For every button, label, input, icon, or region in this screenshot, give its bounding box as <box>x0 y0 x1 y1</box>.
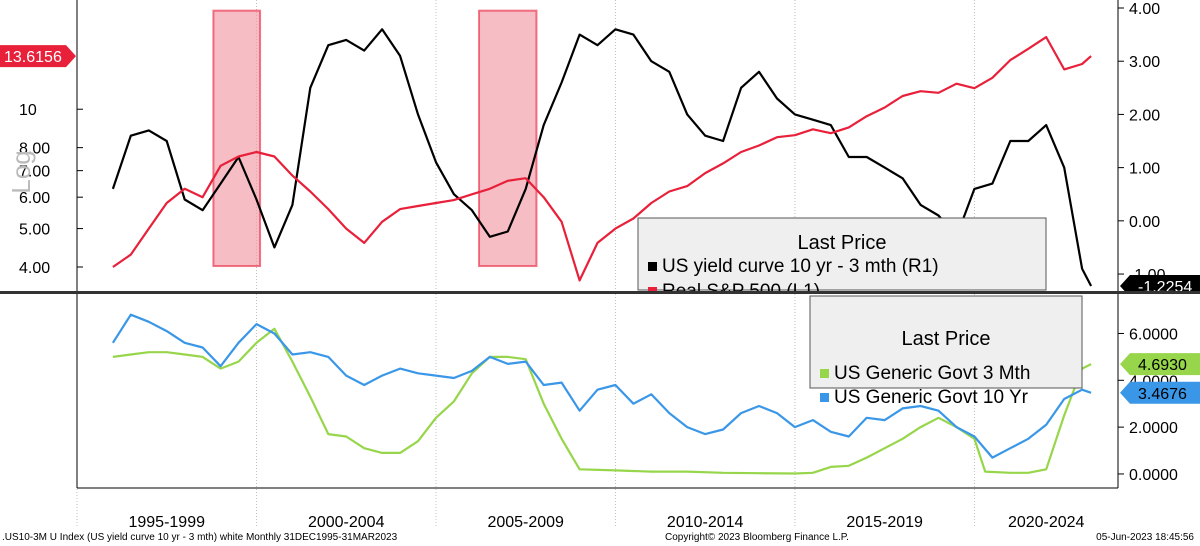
last-value-tag-text: 4.6930 <box>1138 357 1187 374</box>
upper-legend-label: US yield curve 10 yr - 3 mth (R1) <box>662 256 939 277</box>
right-axis-tick-label: 2.00 <box>1129 107 1160 124</box>
x-tick-label: 2020-2024 <box>1008 514 1085 528</box>
last-value-tag-text: 3.4676 <box>1138 386 1187 403</box>
last-value-tag-us-generic-govt-10-yr: 3.4676 <box>1120 381 1200 404</box>
right-axis-tick-label: 4.00 <box>1129 1 1160 18</box>
lower-right-axis-tick-label: 6.0000 <box>1129 326 1178 343</box>
lower-right-axis-tick-label: 2.0000 <box>1129 420 1178 437</box>
footer-timestamp: 05-Jun-2023 18:45:56 <box>1096 532 1194 543</box>
upper-legend-box <box>637 217 1047 291</box>
left-axis-tick-label: 4.00 <box>19 260 50 277</box>
upper-legend-title: Last Price <box>798 232 887 254</box>
lower-legend: Last Price US Generic Govt 3 Mth US Generi… <box>809 295 1083 408</box>
lower-right-axis-tick-label: 0.0000 <box>1129 467 1178 484</box>
shaded-period <box>478 9 538 268</box>
lower-legend-label: US Generic Govt 10 Yr <box>834 387 1029 408</box>
last-value-tag-real-s-p-500-l1: 13.6156 <box>0 45 76 68</box>
right-axis-tick-label: 3.00 <box>1129 54 1160 71</box>
left-axis-tick-label: 10 <box>19 102 37 119</box>
series-line-real-s-p-500-l1 <box>112 35 1092 282</box>
lower-legend-swatch <box>820 393 829 402</box>
shaded-period <box>212 9 262 268</box>
lower-legend-label: US Generic Govt 3 Mth <box>834 363 1030 384</box>
x-tick-label: 2015-2019 <box>846 514 923 528</box>
last-value-tag-bg <box>0 45 76 68</box>
last-value-tag-text: 13.6156 <box>4 49 62 66</box>
left-axis-tick-label: 6.00 <box>19 190 50 207</box>
x-tick-label: 2005-2009 <box>487 514 564 528</box>
x-tick-label: 1995-1999 <box>128 514 205 528</box>
last-value-tag-bg <box>1120 353 1200 376</box>
right-axis-tick-label: 1.00 <box>1129 161 1160 178</box>
last-value-tag-us-generic-govt-3-mth: 4.6930 <box>1120 353 1200 376</box>
upper-panel: 4.005.006.007.008.0010Log-1.000.001.002.… <box>0 0 1200 302</box>
lower-legend-title: Last Price <box>902 328 991 350</box>
series-line-us-yield-curve-10-yr-3-mth-r1 <box>111 28 1093 287</box>
upper-legend-swatch <box>648 262 657 271</box>
left-axis-label: Log <box>6 150 36 193</box>
footer: .US10-3M U Index (US yield curve 10 yr -… <box>0 528 1200 546</box>
chart: 4.005.006.007.008.0010Log-1.000.001.002.… <box>0 0 1200 528</box>
left-axis-tick-label: 8.00 <box>19 141 50 158</box>
x-tick-label: 2010-2014 <box>667 514 744 528</box>
footer-copyright: Copyright© 2023 Bloomberg Finance L.P. <box>665 532 849 543</box>
series-line-us-generic-govt-10-yr <box>111 313 1092 459</box>
x-tick-label: 2000-2004 <box>308 514 385 528</box>
panel-divider <box>0 291 1200 294</box>
right-axis-tick-label: 0.00 <box>1129 214 1160 231</box>
left-axis-tick-label: 7.00 <box>19 164 50 181</box>
lower-legend-box <box>809 295 1083 389</box>
footer-description: .US10-3M U Index (US yield curve 10 yr -… <box>2 532 398 543</box>
left-axis-tick-label: 5.00 <box>19 222 50 239</box>
lower-panel: 0.00002.00004.00006.00001995-19992000-20… <box>0 294 1200 528</box>
last-value-tag-bg <box>1120 381 1200 404</box>
lower-legend-swatch <box>820 369 829 378</box>
